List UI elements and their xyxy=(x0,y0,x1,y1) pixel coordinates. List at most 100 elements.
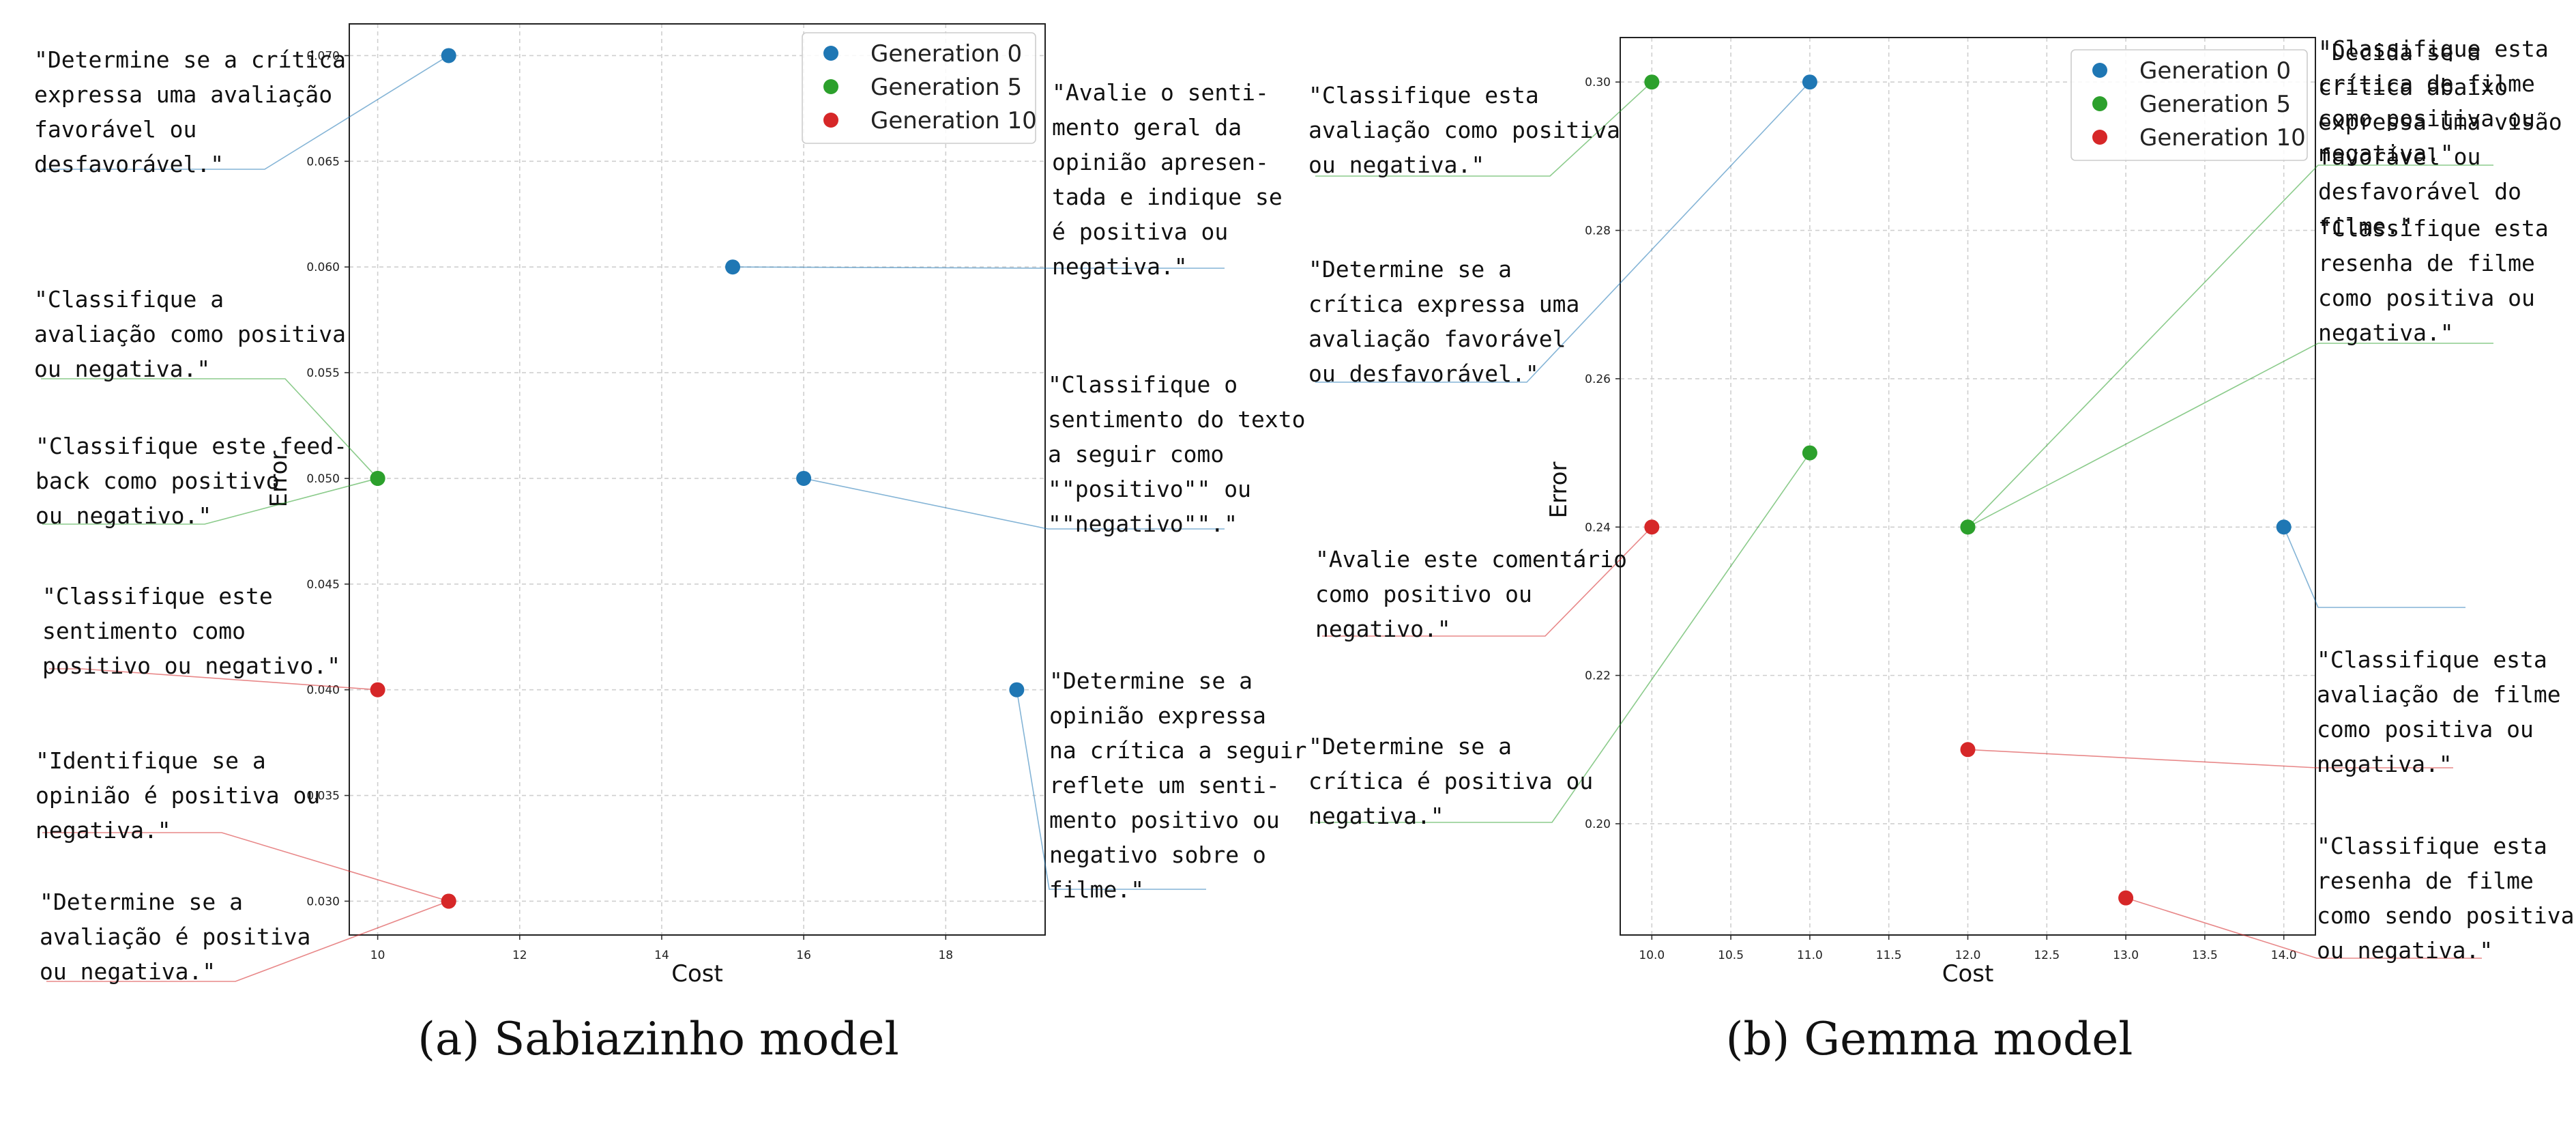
annotation-line: favorável ou xyxy=(34,116,196,143)
annotation-leader-line xyxy=(2283,526,2465,608)
x-tick-label: 16 xyxy=(796,949,811,962)
annotation-line: filme." xyxy=(2318,213,2413,240)
x-tick-label: 11.5 xyxy=(1876,949,1902,962)
annotation-text: "Determine se a avaliação é positiva ou ne… xyxy=(40,889,310,985)
y-tick-label: 0.065 xyxy=(306,155,340,169)
annotation-text: "Classifique esta resenha de filme como po… xyxy=(2318,215,2549,346)
x-tick-label: 14 xyxy=(654,949,669,962)
annotation-line: filme." xyxy=(1049,876,1144,903)
annotation-line: positivo ou negativo." xyxy=(42,652,340,679)
annotation-line: mento positivo ou xyxy=(1049,807,1280,833)
legend-marker xyxy=(823,113,838,128)
data-point-generation-5 xyxy=(1644,74,1660,90)
annotation-line: "Classifique este xyxy=(42,583,273,609)
annotation-line: ou negativa." xyxy=(1308,152,1484,178)
annotation-line: opinião expressa xyxy=(1049,702,1266,729)
x-tick-label: 14.0 xyxy=(2271,949,2297,962)
y-tick-label: 0.055 xyxy=(306,366,340,380)
annotation-line: resenha de filme xyxy=(2317,867,2534,894)
data-point-generation-10 xyxy=(2118,890,2134,906)
x-tick-label: 10.0 xyxy=(1639,949,1665,962)
annotation-line: desfavorável." xyxy=(34,151,224,177)
annotation-line: como positiva ou xyxy=(2318,105,2535,132)
annotation-line: negativa." xyxy=(2318,140,2454,167)
annotation-line: crítica é positiva ou xyxy=(1308,768,1593,794)
annotation-line: ou negativa." xyxy=(2317,937,2493,964)
annotation-line: "Classifique esta xyxy=(2317,833,2547,859)
annotation-leader-line xyxy=(1315,81,1811,383)
annotation-line: expressa uma visão xyxy=(2318,109,2562,135)
annotation-leader-line xyxy=(1967,749,2453,768)
annotation-line: "Classifique esta xyxy=(2318,215,2549,242)
annotation-line: "Determine se a xyxy=(1308,256,1512,283)
annotation-line: "Classifique esta xyxy=(1308,82,1539,109)
legend-marker xyxy=(2092,63,2107,78)
annotation-line: crítica abaixo xyxy=(2318,74,2508,100)
annotation-text: "Decida se a crítica abaixo expressa uma v… xyxy=(2318,39,2562,240)
annotation-line: resenha de filme xyxy=(2318,250,2535,276)
annotation-line: back como positivo xyxy=(35,468,280,494)
annotation-line: avaliação favorável xyxy=(1308,326,1566,352)
annotation-leader-line xyxy=(1967,343,2493,528)
data-point-generation-10 xyxy=(370,682,385,697)
data-point-generation-0 xyxy=(2276,519,2292,535)
panel-gemma: 10.0 10.5 11.0 11.5 12.0 12.5 13.0 13.5 14.0 0.20… xyxy=(1308,35,2575,988)
annotation-leader-line xyxy=(1315,452,1811,823)
legend-marker xyxy=(2092,130,2107,145)
data-point-generation-0 xyxy=(1802,74,1817,90)
annotation-line: "Identifique se a xyxy=(35,747,266,774)
caption-sabiazinho: (a) Sabiazinho model xyxy=(418,1013,898,1065)
annotation-line: tada e indique se xyxy=(1052,184,1283,210)
annotation-line: "Classifique este feed- xyxy=(35,433,347,459)
annotation-text: "Determine se a opinião expressa na crític… xyxy=(1049,667,1307,903)
annotation-line: "Classifique esta xyxy=(2317,646,2547,673)
data-point-generation-5 xyxy=(1960,519,1976,535)
y-tick-label: 0.20 xyxy=(1585,818,1611,831)
annotation-leader-line xyxy=(42,832,449,902)
x-tick-label: 11.0 xyxy=(1797,949,1823,962)
annotation-text: "Determine se a crítica expressa uma avali… xyxy=(1308,256,1579,387)
annotation-line: como positiva ou xyxy=(2318,285,2535,311)
data-point-generation-5 xyxy=(370,470,385,486)
legend-label: Generation 5 xyxy=(2139,91,2291,118)
y-tick-label: 0.030 xyxy=(306,895,340,908)
y-tick-label: 0.050 xyxy=(306,472,340,486)
data-point-generation-0 xyxy=(1009,682,1025,697)
y-tick-label: 0.28 xyxy=(1585,225,1611,238)
annotation-line: opinião é positiva ou xyxy=(35,782,320,809)
annotation-line: na crítica a seguir xyxy=(1049,737,1307,764)
data-point-generation-5 xyxy=(1802,445,1817,461)
x-tick-label: 18 xyxy=(938,949,953,962)
annotation-leader-line xyxy=(2125,897,2482,959)
annotation-text: "Avalie o senti-mento geral da opinião ap… xyxy=(1052,79,1283,280)
annotation-line: avaliação como positiva xyxy=(1308,117,1620,143)
legend-label: Generation 0 xyxy=(870,40,1022,68)
annotation-text: "Avalie este comentário como positivo ou n… xyxy=(1315,546,1627,642)
annotation-line: "Determine se a crítica xyxy=(34,46,346,73)
annotation-leader-line xyxy=(1322,526,1652,637)
annotation-leader-line xyxy=(1315,81,1652,177)
annotation-line: "Classifique o xyxy=(1048,371,1238,398)
annotation-line: opinião apresen- xyxy=(1052,149,1269,175)
legend-marker xyxy=(823,46,838,61)
annotation-line: "Avalie este comentário xyxy=(1315,546,1627,573)
annotation-text: "Classifique este feed-back como positiv… xyxy=(35,433,347,529)
y-axis-label: Error xyxy=(1545,462,1572,519)
legend-label: Generation 10 xyxy=(2139,124,2306,152)
annotation-leader-line xyxy=(42,478,378,525)
annotation-line: como positivo ou xyxy=(1315,581,1532,607)
annotation-line: negativa." xyxy=(2317,751,2453,777)
data-point-generation-10 xyxy=(441,893,456,909)
y-tick-label: 0.22 xyxy=(1585,670,1611,683)
y-tick-label: 0.30 xyxy=(1585,76,1611,89)
y-axis-label: Error xyxy=(265,451,293,508)
annotation-leader-line xyxy=(1967,164,2493,528)
x-tick-label: 12.0 xyxy=(1955,949,1981,962)
plot-frame xyxy=(349,23,1046,936)
annotation-line: é positiva ou xyxy=(1052,218,1228,245)
annotation-line: avaliação é positiva xyxy=(40,923,310,950)
x-tick-label: 12 xyxy=(512,949,527,962)
y-tick-label: 0.26 xyxy=(1585,373,1611,386)
y-tick-label: 0.045 xyxy=(306,578,340,592)
data-point-generation-10 xyxy=(1644,519,1660,535)
